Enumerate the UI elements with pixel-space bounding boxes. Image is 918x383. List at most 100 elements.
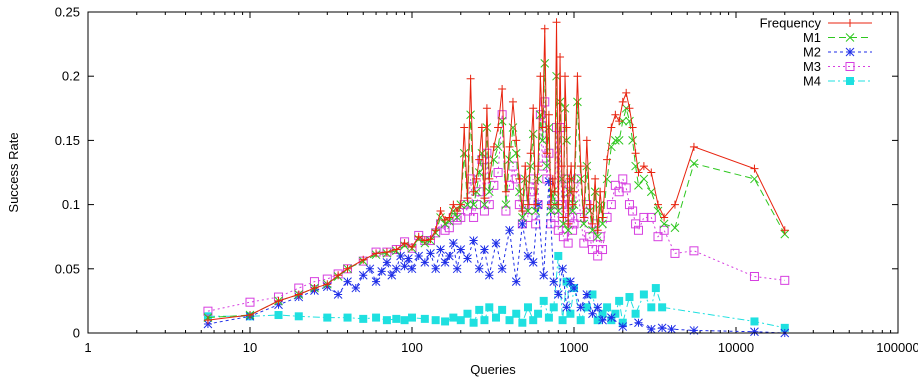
- data-point: [585, 200, 594, 209]
- data-point: [466, 110, 475, 120]
- data-point: [531, 200, 540, 209]
- legend-label: M1: [803, 30, 821, 45]
- data-point: [653, 232, 663, 242]
- data-point: [631, 309, 640, 318]
- legend-item-m3: M3: [803, 59, 872, 74]
- data-point: [404, 254, 413, 263]
- data-point: [593, 232, 603, 242]
- data-point: [343, 264, 352, 273]
- data-point: [598, 245, 608, 255]
- data-point: [471, 200, 481, 210]
- data-point: [546, 200, 555, 209]
- y-tick-label: 0.1: [62, 197, 80, 212]
- data-point: [615, 296, 624, 305]
- data-point: [689, 246, 699, 256]
- data-point: [512, 136, 521, 145]
- data-point: [365, 264, 375, 274]
- data-point: [505, 142, 514, 151]
- series-m2: [203, 177, 790, 338]
- data-point: [246, 311, 254, 320]
- data-point: [536, 72, 545, 81]
- data-point: [414, 251, 424, 261]
- data-point: [618, 97, 627, 106]
- data-point: [602, 174, 612, 184]
- data-point: [505, 225, 514, 235]
- data-point: [475, 155, 484, 164]
- data-point: [542, 149, 551, 158]
- data-point: [659, 225, 669, 235]
- data-point: [529, 316, 538, 325]
- data-point: [518, 219, 527, 229]
- data-point: [544, 110, 553, 119]
- data-point: [549, 277, 559, 286]
- series-line: [207, 63, 786, 319]
- data-point: [459, 148, 469, 158]
- data-point: [558, 232, 568, 242]
- y-tick-label: 0.15: [55, 133, 80, 148]
- x-tick-label: 1000: [560, 340, 589, 355]
- data-point: [559, 219, 568, 229]
- plot-frame: [87, 11, 899, 334]
- data-point: [449, 313, 458, 322]
- data-point: [631, 219, 641, 229]
- data-point: [567, 162, 576, 171]
- data-point: [603, 303, 612, 312]
- data-point: [659, 219, 669, 229]
- data-point: [593, 302, 603, 312]
- data-point: [466, 74, 475, 83]
- data-point: [452, 264, 462, 274]
- data-point: [846, 77, 854, 85]
- data-point: [628, 123, 637, 132]
- data-point: [595, 232, 605, 242]
- data-point: [576, 174, 586, 184]
- data-point: [400, 239, 409, 248]
- data-point: [614, 136, 624, 145]
- data-point: [310, 284, 319, 293]
- data-point: [484, 270, 494, 280]
- data-point: [539, 296, 548, 305]
- data-point: [588, 309, 597, 319]
- data-point: [511, 277, 521, 286]
- data-point: [576, 316, 585, 325]
- data-point: [646, 187, 656, 197]
- data-point: [475, 305, 484, 314]
- data-point: [670, 223, 680, 233]
- data-point: [625, 293, 634, 302]
- data-point: [426, 235, 435, 244]
- data-point: [588, 219, 597, 228]
- data-point: [245, 297, 255, 307]
- data-point: [508, 97, 517, 106]
- data-point: [414, 232, 423, 241]
- series-m3: [203, 97, 790, 316]
- data-point: [408, 242, 416, 251]
- data-point: [482, 123, 492, 132]
- data-point: [460, 123, 469, 132]
- data-point: [482, 104, 491, 113]
- data-point: [343, 313, 352, 322]
- data-point: [501, 206, 511, 216]
- data-point: [540, 97, 550, 107]
- data-point: [611, 110, 620, 119]
- data-point: [472, 174, 481, 183]
- data-point: [371, 277, 381, 286]
- data-point: [484, 187, 494, 197]
- x-tick-label: 100: [401, 340, 423, 355]
- data-point: [449, 200, 458, 209]
- data-point: [494, 123, 503, 132]
- data-point: [436, 245, 445, 254]
- data-point: [528, 258, 538, 267]
- data-point: [359, 255, 368, 264]
- data-point: [624, 200, 634, 210]
- data-point: [484, 200, 494, 210]
- data-point: [564, 219, 573, 228]
- data-point: [436, 207, 445, 216]
- data-point: [391, 264, 401, 274]
- data-point: [526, 161, 536, 171]
- data-point: [598, 213, 607, 222]
- data-point: [382, 258, 392, 267]
- data-point: [593, 251, 603, 261]
- data-point: [576, 302, 586, 312]
- data-point: [463, 254, 472, 263]
- data-point: [497, 264, 507, 274]
